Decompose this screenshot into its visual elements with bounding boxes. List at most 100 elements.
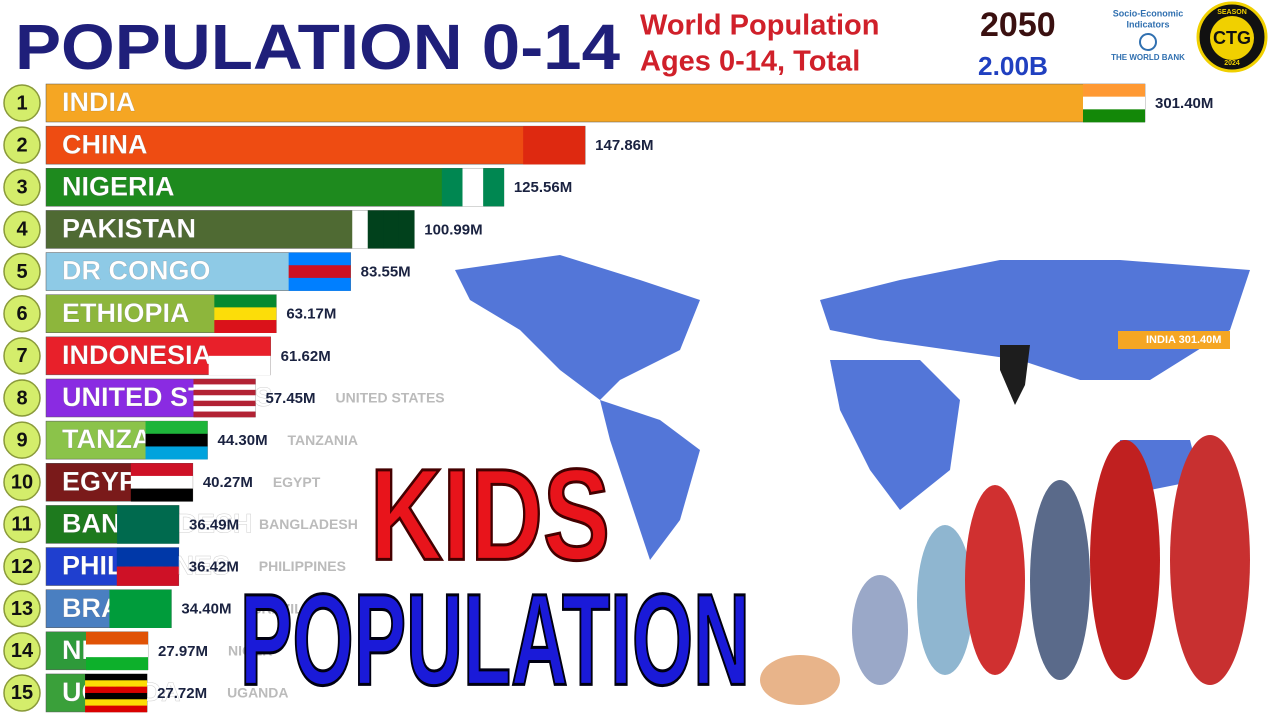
country-label: PHILIPPINES: [259, 558, 346, 574]
flag-stripe: [85, 686, 148, 694]
rank-circle: [3, 126, 41, 164]
rank: 8: [16, 387, 27, 409]
flag-stripe: [193, 395, 256, 401]
flag-stripe: [462, 168, 484, 207]
flag-stripe: [193, 400, 256, 407]
rank: 6: [16, 303, 27, 325]
flag-stripe: [1083, 84, 1145, 97]
flag-stripe: [85, 692, 148, 700]
flag-stripe: [116, 547, 179, 567]
total: 2.00B: [978, 51, 1048, 81]
flag-stripe: [85, 644, 148, 658]
flag-stripe: [1083, 96, 1145, 110]
country-label: BRAZIL: [251, 600, 303, 616]
badge-inner: [1210, 16, 1254, 60]
flag-stripe: [193, 411, 256, 418]
value-label: 57.45M: [265, 390, 315, 407]
flag-stripe: [130, 488, 193, 502]
value-label: 36.49M: [189, 516, 239, 533]
value-label: 125.56M: [514, 179, 572, 196]
flag-stripe: [130, 463, 193, 477]
value-label: 27.72M: [157, 685, 207, 702]
rank-circle: [3, 379, 41, 417]
flag-stripe: [85, 657, 148, 671]
flag-stripe: [398, 210, 415, 249]
bar-label: PAKISTAN: [62, 214, 196, 244]
map-india: [1000, 345, 1030, 405]
rank-circle: [3, 632, 41, 670]
flag-stripe: [145, 433, 208, 447]
map-north-america: [455, 255, 700, 400]
map-africa: [830, 360, 960, 510]
flag-stripe: [193, 406, 256, 412]
value-label: 100.99M: [424, 221, 482, 238]
bar: [45, 83, 1146, 123]
flag-stripe: [85, 631, 148, 645]
rank: 13: [11, 598, 33, 620]
child: [917, 525, 973, 675]
flag-stripe: [117, 505, 180, 544]
flag-stripe: [214, 294, 277, 308]
country-label: EGYPT: [273, 474, 321, 490]
rank: 9: [16, 429, 27, 451]
country-label: BANGLADESH: [259, 516, 358, 532]
flag-stripe: [214, 320, 277, 333]
country-label: TANZANIA: [288, 432, 359, 448]
flag-stripe: [441, 168, 463, 207]
map-south-america: [600, 400, 700, 560]
flag-stripe: [208, 336, 271, 357]
value-label: 301.40M: [1155, 95, 1213, 112]
child: [852, 575, 908, 685]
flag-stripe: [288, 252, 351, 266]
rank: 11: [11, 514, 32, 536]
rank-circle: [3, 337, 41, 375]
bar: [45, 168, 505, 207]
value-label: 40.27M: [203, 474, 253, 491]
flag-stripe: [145, 421, 208, 435]
flag-stripe: [193, 384, 256, 391]
bar-label: CHINA: [62, 129, 148, 159]
country-label: UGANDA: [227, 685, 288, 701]
badge-main: CTG: [1213, 28, 1251, 48]
flag-stripe: [483, 168, 505, 207]
rank: 10: [11, 472, 33, 494]
flag-stripe: [523, 126, 586, 165]
rank: 14: [11, 640, 34, 662]
value-label: 27.97M: [158, 643, 208, 660]
value-label: 36.42M: [189, 559, 239, 576]
bar-label: INDIA: [62, 87, 136, 117]
flag-stripe: [130, 475, 193, 489]
title: POPULATION 0-14: [15, 11, 620, 83]
logo-text: THE WORLD BANK: [1111, 53, 1185, 62]
world-map: [455, 255, 1250, 560]
subtitle-line2: Ages 0-14, Total: [640, 46, 860, 78]
value-label: 44.30M: [218, 432, 268, 449]
child: [965, 485, 1025, 675]
rank: 4: [16, 219, 28, 241]
flag-stripe: [193, 389, 256, 396]
logo-globe: [1139, 33, 1157, 51]
rank-circle: [3, 210, 41, 249]
flag-stripe: [1083, 109, 1145, 123]
badge-year: 2024: [1224, 60, 1240, 67]
flag-stripe: [85, 705, 148, 713]
child: [1170, 435, 1250, 685]
flag-stripe: [109, 589, 172, 628]
flag-stripe: [193, 378, 256, 385]
badge-top: SEASON: [1217, 9, 1247, 16]
map-eurasia: [820, 260, 1250, 380]
bar-label: INDONESIA: [62, 340, 212, 370]
kids-photo: [760, 435, 1250, 705]
bar-label: NIGERIA: [62, 171, 175, 201]
rank-circle: [3, 547, 41, 586]
country-label: NIGER: [228, 643, 272, 659]
flag-stripe: [288, 277, 351, 291]
flag-stripe: [214, 307, 277, 321]
value-label: 63.17M: [286, 306, 336, 323]
value-label: 61.62M: [281, 348, 331, 365]
rank: 2: [16, 134, 27, 156]
overlay-line2: POPULATION: [240, 566, 750, 712]
flag-stripe: [352, 210, 369, 249]
flag-stripe: [145, 446, 208, 460]
